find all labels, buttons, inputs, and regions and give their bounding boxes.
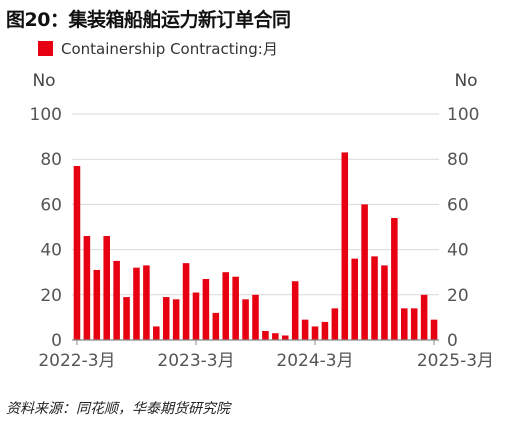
bar — [202, 278, 210, 340]
figure-title: 图20：集装箱船舶运力新订单合同 — [6, 9, 291, 31]
axes: 0 0 20 20 40 40 60 60 80 80 100 100 2022-3月 2023-3月 20… — [30, 105, 494, 371]
bar — [331, 308, 339, 340]
legend-swatch — [38, 40, 53, 56]
y-tick-left: 40 — [40, 241, 62, 261]
y-tick-right: 60 — [447, 195, 469, 215]
x-tick-label: 2025-3月 — [417, 351, 494, 371]
legend-label: Containership Contracting:月 — [61, 39, 278, 58]
bar — [182, 263, 190, 340]
bar — [321, 321, 329, 340]
bar — [301, 319, 309, 340]
bar — [311, 326, 319, 340]
bar — [162, 297, 170, 340]
bar — [83, 236, 91, 340]
bar — [222, 272, 230, 340]
bar — [93, 269, 101, 340]
y-tick-right: 20 — [447, 286, 469, 306]
bar — [430, 319, 438, 340]
bar — [410, 308, 418, 340]
x-tick-label: 2023-3月 — [157, 351, 234, 371]
bar — [351, 258, 358, 340]
y-tick-right: 80 — [447, 150, 469, 170]
bar — [153, 326, 160, 340]
bar — [391, 217, 398, 340]
bar — [103, 236, 110, 340]
bar — [262, 330, 269, 340]
bar — [291, 281, 299, 340]
bar — [371, 256, 378, 340]
bar — [281, 335, 289, 340]
bar — [192, 292, 200, 340]
source-note: 资料来源：同花顺，华泰期货研究院 — [6, 401, 230, 417]
bar — [381, 265, 388, 340]
right-axis-unit: No — [454, 71, 477, 91]
y-tick-left: 0 — [51, 331, 62, 351]
y-tick-right: 100 — [447, 105, 479, 125]
bar — [401, 308, 408, 340]
bar — [73, 165, 81, 340]
y-tick-left: 20 — [40, 286, 62, 306]
left-axis-unit: No — [32, 71, 55, 91]
bar — [232, 276, 239, 340]
bar — [361, 204, 368, 340]
bar — [133, 267, 140, 340]
y-tick-right: 0 — [447, 331, 458, 351]
bar — [172, 299, 180, 340]
bar — [252, 294, 259, 340]
bar — [420, 294, 428, 340]
bar — [272, 333, 279, 340]
y-tick-left: 100 — [30, 105, 62, 125]
bar — [143, 265, 150, 340]
bar — [113, 260, 120, 340]
bar — [123, 297, 130, 340]
y-tick-left: 80 — [40, 150, 62, 170]
bar — [242, 299, 249, 340]
bar — [341, 152, 349, 340]
bar-series — [73, 152, 438, 340]
bar — [212, 312, 220, 340]
x-tick-label: 2022-3月 — [38, 351, 115, 371]
y-tick-left: 60 — [40, 195, 62, 215]
x-tick-label: 2024-3月 — [276, 351, 353, 371]
y-tick-right: 40 — [447, 241, 469, 261]
chart-legend: Containership Contracting:月 — [38, 38, 278, 58]
